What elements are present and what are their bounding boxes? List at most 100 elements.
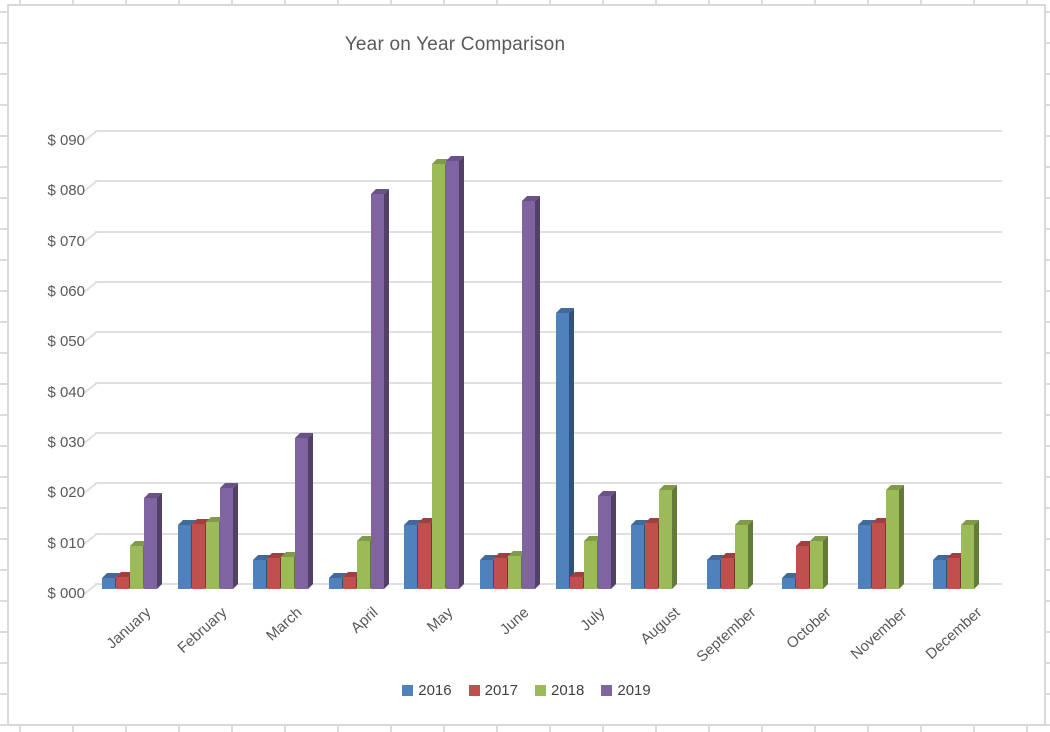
bar-2019-july[interactable]	[597, 495, 611, 589]
chart-object[interactable]: Year on Year Comparison $ 000 $ 010 $ 020 $…	[7, 4, 1046, 726]
bar-2016-april[interactable]	[328, 577, 342, 589]
gridline-10	[95, 532, 1002, 535]
legend-item-2019[interactable]: 2019	[601, 682, 651, 699]
legend-item-2016[interactable]: 2016	[402, 682, 452, 699]
bar-2018-october[interactable]	[810, 541, 824, 589]
bar-2016-february[interactable]	[177, 525, 191, 589]
bar-group-march	[253, 438, 309, 589]
gridline-40	[95, 381, 1002, 384]
bar-2018-july[interactable]	[583, 541, 597, 589]
legend-item-2018[interactable]: 2018	[535, 682, 584, 699]
x-axis-label-may: May	[424, 604, 457, 636]
gridline-60	[95, 281, 1002, 284]
gridline-70	[95, 230, 1002, 233]
legend-label-2016: 2016	[418, 682, 452, 699]
bar-2017-august[interactable]	[645, 522, 659, 589]
gridline-0	[95, 583, 1002, 585]
x-axis-label-february: February	[173, 604, 230, 657]
bar-2018-november[interactable]	[885, 489, 899, 589]
bar-2016-november[interactable]	[857, 525, 871, 589]
x-axis-label-july: July	[576, 604, 608, 635]
y-axis-label-80: $ 080	[47, 182, 85, 200]
bar-group-august	[631, 489, 687, 589]
y-axis-label-40: $ 040	[47, 383, 85, 401]
legend-swatch-2016	[402, 685, 414, 696]
bar-group-april	[328, 193, 385, 589]
legend-label-2019: 2019	[617, 682, 651, 699]
bar-2018-december[interactable]	[961, 524, 975, 589]
legend-swatch-2018	[535, 685, 546, 696]
bar-2016-january[interactable]	[102, 577, 115, 589]
bar-2016-may[interactable]	[404, 525, 418, 589]
gridline-30	[95, 432, 1002, 434]
bar-2017-december[interactable]	[947, 557, 961, 589]
bar-2018-june[interactable]	[507, 556, 521, 589]
y-axis-label-50: $ 050	[47, 333, 85, 351]
y-axis-label-10: $ 010	[47, 534, 85, 552]
x-axis-label-october: October	[783, 604, 835, 653]
gridline-50	[95, 331, 1002, 334]
bar-group-november	[857, 489, 914, 589]
gridline-20	[95, 482, 1002, 485]
x-axis-label-august: August	[637, 604, 684, 648]
bar-2016-june[interactable]	[479, 559, 493, 589]
legend-item-2017[interactable]: 2017	[468, 682, 518, 699]
bar-2017-july[interactable]	[569, 576, 583, 589]
bar-group-june	[479, 201, 536, 589]
bar-2019-march[interactable]	[295, 438, 309, 589]
bar-2017-september[interactable]	[720, 557, 734, 589]
bar-group-september	[706, 524, 763, 589]
gridline-80	[95, 180, 1002, 183]
bar-2019-february[interactable]	[219, 488, 233, 589]
bar-2017-june[interactable]	[493, 557, 507, 589]
bar-group-october	[782, 541, 838, 589]
bar-2016-september[interactable]	[706, 559, 720, 589]
bar-2016-august[interactable]	[631, 525, 645, 589]
bar-2016-december[interactable]	[933, 559, 947, 589]
y-axis-label-0: $ 000	[47, 585, 85, 602]
bar-2018-april[interactable]	[356, 541, 370, 589]
bar-2017-february[interactable]	[191, 523, 205, 589]
x-axis-label-november: November	[847, 604, 911, 663]
bar-2019-january[interactable]	[144, 498, 157, 589]
x-axis-label-march: March	[263, 604, 306, 645]
bar-2018-september[interactable]	[734, 524, 748, 589]
chart-title: Year on Year Comparison	[344, 34, 566, 55]
bar-2018-january[interactable]	[130, 546, 143, 589]
bar-2016-july[interactable]	[555, 313, 569, 589]
legend-label-2017: 2017	[484, 682, 518, 699]
y-axis-label-20: $ 020	[47, 484, 85, 502]
bar-2017-november[interactable]	[871, 522, 885, 589]
bar-2018-may[interactable]	[432, 163, 446, 589]
y-axis-label-60: $ 060	[47, 283, 85, 301]
x-axis-label-january: January	[103, 604, 155, 653]
bar-group-february	[177, 488, 234, 589]
bar-2019-june[interactable]	[521, 201, 535, 589]
bar-2016-march[interactable]	[253, 559, 267, 589]
bar-group-may	[404, 161, 460, 589]
bar-2017-april[interactable]	[342, 576, 356, 589]
x-axis-label-september: September	[693, 604, 760, 666]
bar-group-december	[933, 524, 989, 589]
x-axis-label-june: June	[496, 604, 533, 639]
bar-group-july	[555, 313, 612, 589]
bar-group-january	[102, 498, 158, 589]
bar-2019-april[interactable]	[370, 193, 384, 589]
bar-2017-october[interactable]	[796, 546, 810, 589]
legend-swatch-2019	[601, 685, 613, 696]
bar-2016-october[interactable]	[782, 577, 796, 589]
bar-2017-january[interactable]	[116, 576, 129, 589]
legend-label-2018: 2018	[551, 682, 585, 699]
y-axis-label-90: $ 090	[47, 132, 85, 150]
bar-2019-may[interactable]	[446, 161, 460, 589]
x-axis-label-december: December	[922, 604, 986, 663]
bar-2017-march[interactable]	[267, 558, 281, 589]
y-axis-label-30: $ 030	[47, 434, 85, 451]
gridline-90	[95, 130, 1002, 133]
bar-2018-march[interactable]	[281, 557, 295, 589]
bar-2018-february[interactable]	[205, 522, 219, 589]
x-axis-label-april: April	[347, 604, 382, 637]
bar-2017-may[interactable]	[418, 522, 432, 589]
y-axis-label-70: $ 070	[47, 232, 85, 250]
bar-2018-august[interactable]	[659, 489, 673, 589]
